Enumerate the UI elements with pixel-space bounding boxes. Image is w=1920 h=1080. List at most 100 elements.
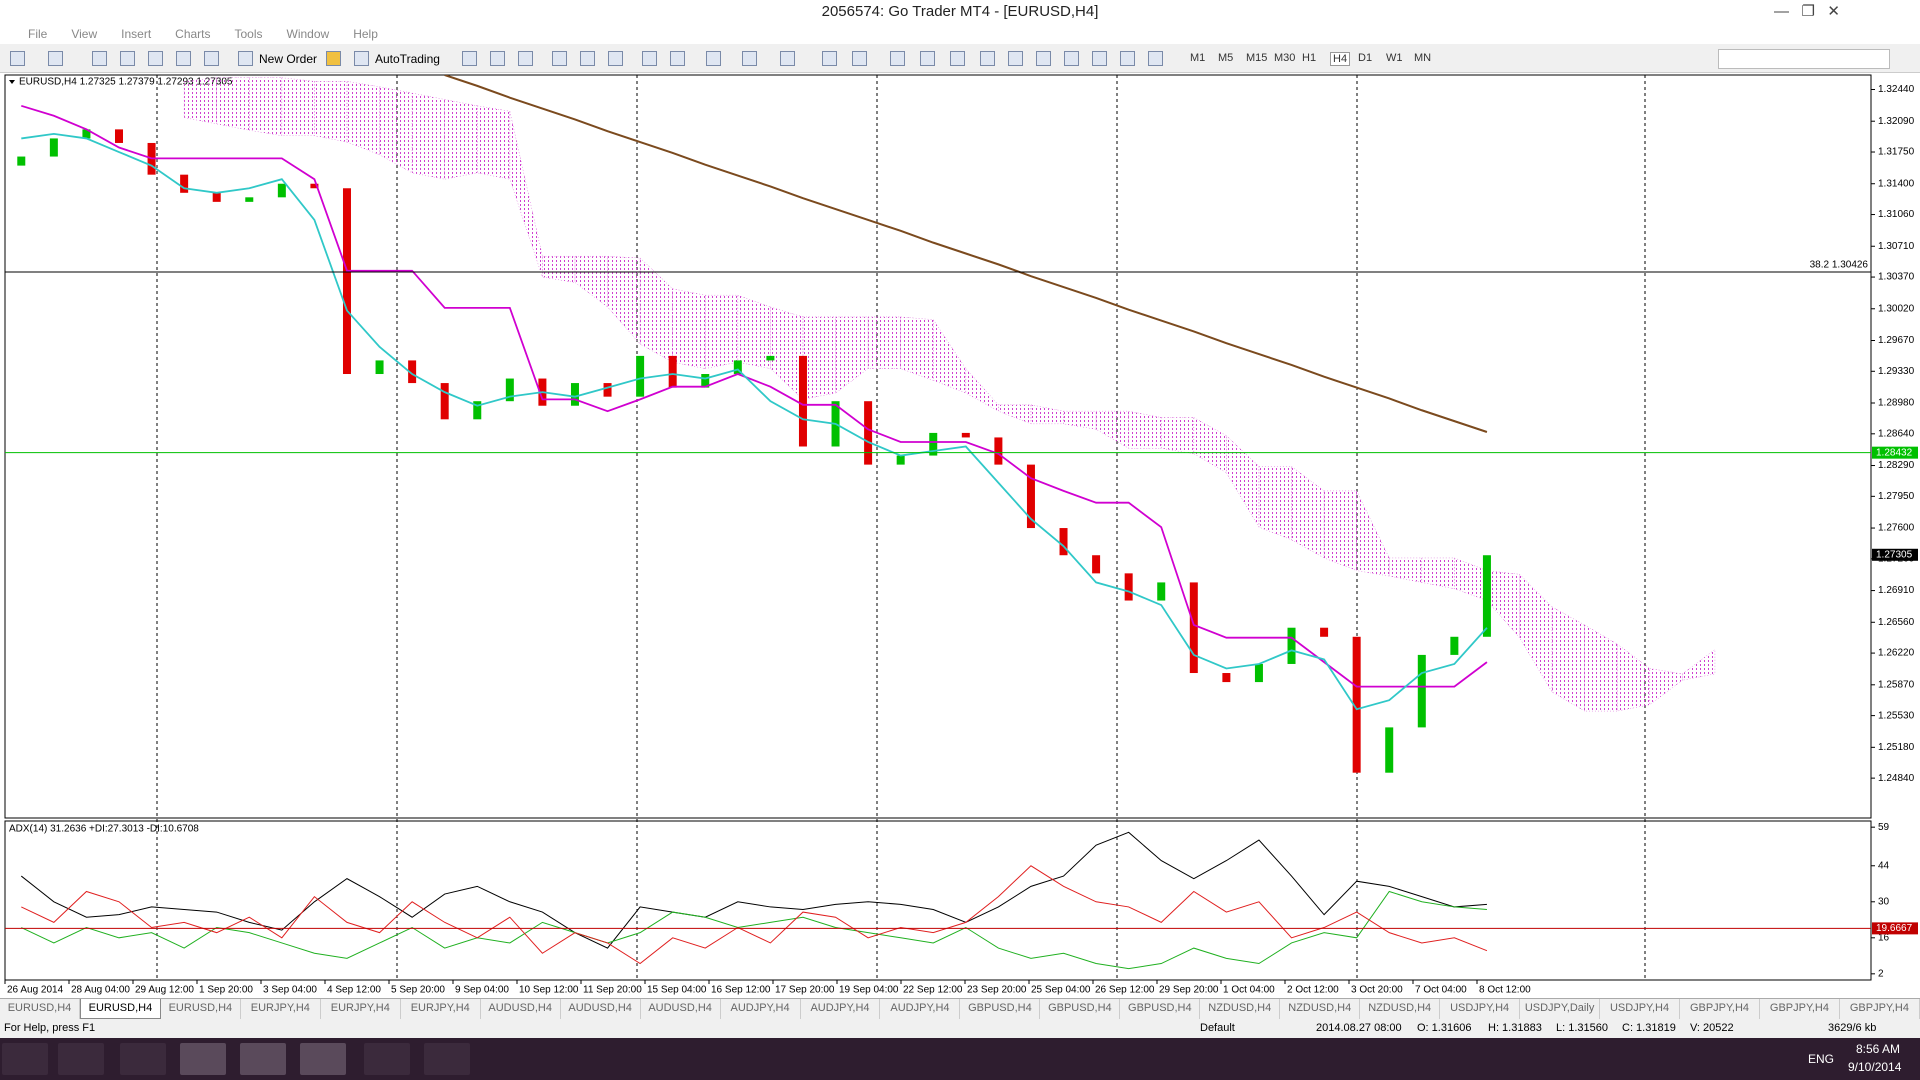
taskbar-app[interactable] [120,1043,166,1075]
y-tick-label: 1.31060 [1878,209,1915,220]
timeframe-button[interactable]: H1 [1302,52,1317,64]
chart-tab[interactable]: NZDUSD,H4 [1280,999,1361,1019]
timeframe-button[interactable]: MN [1414,52,1432,64]
taskbar-app[interactable] [240,1043,286,1075]
chart-tab[interactable]: AUDJPY,H4 [721,999,801,1019]
chart-tab[interactable]: USDJPY,Daily [1520,999,1601,1019]
tool-icon[interactable] [642,51,657,66]
ichimoku-cloud [607,256,641,345]
tool-icon[interactable] [204,51,219,66]
tool-icon[interactable] [822,51,837,66]
tool-icon[interactable] [518,51,533,66]
tool-icon[interactable] [238,51,253,66]
search-box[interactable] [1718,49,1890,69]
ichimoku-cloud [965,368,999,412]
language[interactable]: ENG [1808,1052,1835,1066]
chart-tab[interactable]: GBPJPY,H4 [1680,999,1760,1019]
tool-icon[interactable] [706,51,721,66]
timeframe-button[interactable]: H4 [1330,52,1351,66]
timeframe-button[interactable]: M1 [1190,52,1206,64]
chart-tab[interactable]: GBPUSD,H4 [960,999,1041,1019]
chart-tab[interactable]: EURUSD,H4 [79,999,161,1019]
taskbar-app[interactable] [364,1043,410,1075]
tool-icon[interactable] [950,51,965,66]
chart-tab[interactable]: AUDUSD,H4 [481,999,561,1019]
chart-tab[interactable]: AUDJPY,H4 [880,999,961,1019]
chart-tab[interactable]: EURJPY,H4 [321,999,401,1019]
horizontal-line-label: 38.2 1.30426 [1810,260,1869,271]
chart-tab[interactable]: AUDJPY,H4 [801,999,881,1019]
menu-item[interactable]: Window [286,27,330,41]
date[interactable]: 9/10/2014 [1848,1060,1902,1074]
tool-icon[interactable] [580,51,595,66]
tool-icon[interactable] [552,51,567,66]
tool-icon[interactable] [890,51,905,66]
menu-item[interactable]: Tools [234,27,263,41]
tool-icon[interactable] [490,51,505,66]
timeframe-button[interactable]: D1 [1358,52,1373,64]
tool-icon[interactable] [176,51,191,66]
timeframe-button[interactable]: M5 [1218,52,1234,64]
taskbar-app[interactable] [180,1043,226,1075]
title-bar: 2056574: Go Trader MT4 - [EURUSD,H4] — ❐… [0,0,1920,24]
chart-tab[interactable]: EURJPY,H4 [241,999,321,1019]
tool-icon[interactable] [148,51,163,66]
menu-item[interactable]: Insert [121,27,152,41]
chart-tab[interactable]: EURUSD,H4 [0,999,80,1019]
x-tick-label: 28 Aug 04:00 [71,985,130,996]
window-controls[interactable]: — ❐ ✕ [1773,3,1840,20]
tool-icon[interactable] [354,51,369,66]
tool-icon[interactable] [980,51,995,66]
timeframe-button[interactable]: M15 [1246,52,1268,64]
chart-tab[interactable]: GBPUSD,H4 [1040,999,1121,1019]
candle [440,383,449,420]
menu-item[interactable]: View [71,27,98,41]
menu-item[interactable]: Help [353,27,378,41]
tool-icon[interactable] [462,51,477,66]
tool-icon[interactable] [120,51,135,66]
tool-icon[interactable] [1120,51,1135,66]
chart-tab[interactable]: USDJPY,H4 [1600,999,1681,1019]
new-order-button[interactable]: New Order [259,52,318,66]
menu-item[interactable]: File [28,27,48,41]
tool-icon[interactable] [1008,51,1023,66]
y-tick-label: 1.28640 [1878,428,1915,439]
chart-tab[interactable]: NZDUSD,H4 [1360,999,1441,1019]
y-tick-label: 1.26220 [1878,648,1915,659]
tool-icon[interactable] [780,51,795,66]
chart-tab[interactable]: EURUSD,H4 [161,999,241,1019]
timeframe-button[interactable]: W1 [1386,52,1403,64]
taskbar-app[interactable] [300,1043,346,1075]
chart-tab[interactable]: AUDUSD,H4 [561,999,641,1019]
tool-icon[interactable] [10,51,25,66]
chart-tab[interactable]: USDJPY,H4 [1440,999,1521,1019]
tool-icon[interactable] [1092,51,1107,66]
tool-icon[interactable] [1064,51,1079,66]
candle [1189,582,1198,674]
chart-tab[interactable]: GBPJPY,H4 [1760,999,1840,1019]
tool-icon[interactable] [608,51,623,66]
tool-icon[interactable] [1036,51,1051,66]
tool-icon[interactable] [670,51,685,66]
chart-tab[interactable]: AUDUSD,H4 [641,999,721,1019]
tool-icon[interactable] [326,51,341,66]
tool-icon[interactable] [920,51,935,66]
tool-icon[interactable] [852,51,867,66]
taskbar-app[interactable] [58,1043,104,1075]
chart-tab[interactable]: NZDUSD,H4 [1200,999,1281,1019]
tool-icon[interactable] [742,51,757,66]
tool-icon[interactable] [1148,51,1163,66]
chart-tab[interactable]: GBPUSD,H4 [1120,999,1201,1019]
chart-tab[interactable]: GBPJPY,H4 [1840,999,1920,1019]
tool-icon[interactable] [92,51,107,66]
timeframe-button[interactable]: M30 [1274,52,1296,64]
auto-trading-button[interactable]: AutoTrading [375,52,440,66]
clock[interactable]: 8:56 AM [1856,1042,1901,1056]
menu-item[interactable]: Charts [175,27,211,41]
chart-tab[interactable]: EURJPY,H4 [401,999,481,1019]
start-button[interactable] [2,1043,48,1075]
x-tick-label: 26 Aug 2014 [7,985,64,996]
taskbar-app[interactable] [424,1043,470,1075]
x-tick-label: 23 Sep 20:00 [967,985,1027,996]
tool-icon[interactable] [48,51,63,66]
